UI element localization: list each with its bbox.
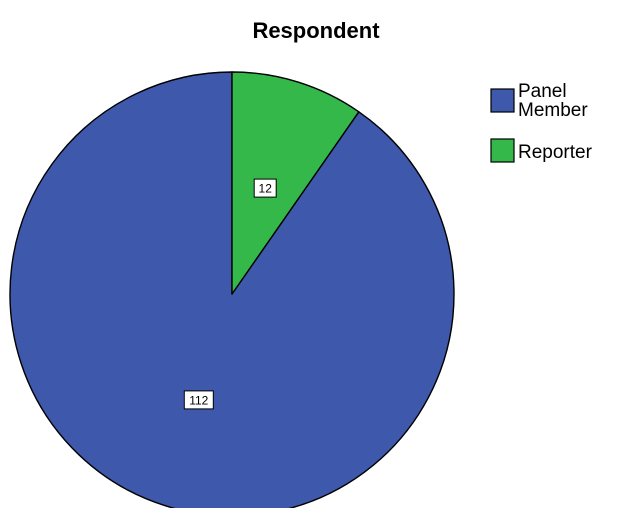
data-label-box — [253, 178, 277, 198]
legend-swatch — [490, 88, 515, 113]
legend-swatch — [490, 138, 515, 163]
data-label: 12 — [253, 178, 277, 198]
data-labels: 112 12 — [183, 178, 277, 410]
data-label-box — [183, 390, 214, 410]
data-label-value: 12 — [259, 182, 273, 196]
data-label: 112 — [183, 390, 214, 410]
chart-title: Respondent — [252, 18, 380, 43]
legend-label: Member — [518, 100, 588, 121]
data-label-value: 112 — [189, 393, 208, 407]
pie-slice-reporter — [231, 71, 360, 295]
legend-label: Panel — [518, 81, 567, 102]
legend-label: Reporter — [518, 142, 593, 163]
pie-slices — [9, 71, 455, 508]
legend-item-reporter: Reporter — [490, 138, 593, 163]
